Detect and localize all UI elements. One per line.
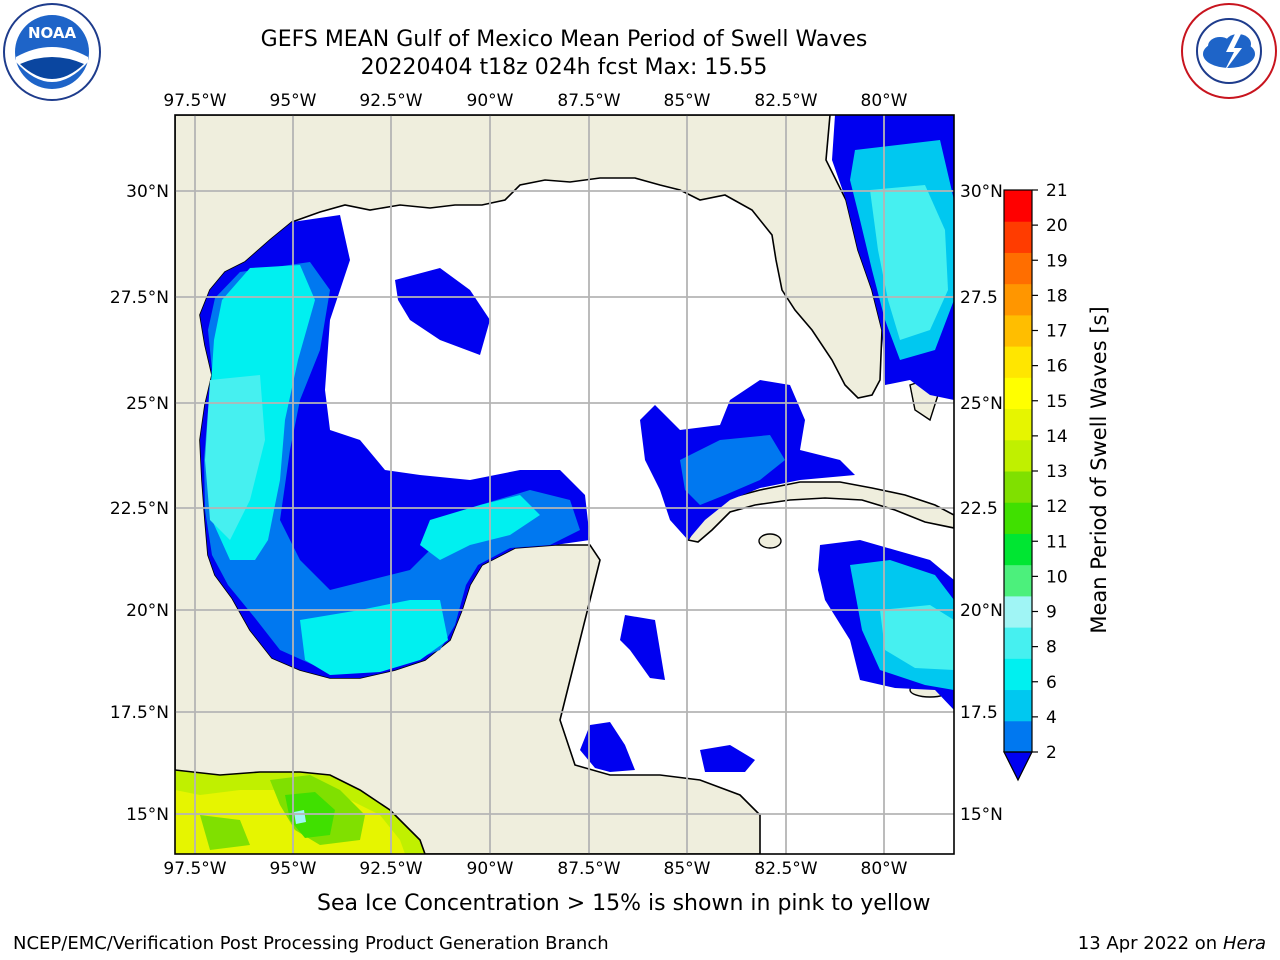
colorbar-swatch bbox=[1004, 595, 1032, 628]
lat-label-left: 27.5°N bbox=[110, 288, 169, 308]
colorbar-tick-label: 18 bbox=[1046, 286, 1068, 306]
colorbar-swatch bbox=[1004, 190, 1032, 222]
lon-label-bottom: 97.5°W bbox=[163, 859, 226, 879]
lon-label-top: 90°W bbox=[467, 91, 514, 111]
lon-label-bottom: 87.5°W bbox=[557, 859, 620, 879]
lon-labels-bottom: 97.5°W 95°W 92.5°W 90°W 87.5°W 85°W 82.5… bbox=[163, 859, 907, 879]
colorbar-swatch bbox=[1004, 533, 1032, 566]
colorbar-swatch bbox=[1004, 252, 1032, 285]
colorbar-swatch bbox=[1004, 314, 1032, 347]
colorbar-tick-label: 13 bbox=[1046, 462, 1068, 482]
lon-label-bottom: 95°W bbox=[270, 859, 317, 879]
colorbar-swatch bbox=[1004, 439, 1032, 472]
colorbar-swatch bbox=[1004, 346, 1032, 378]
footer-host: Hera bbox=[1222, 933, 1266, 954]
lat-label-right: 25°N bbox=[960, 394, 1003, 414]
colorbar-tick-label: 2 bbox=[1046, 743, 1057, 763]
colorbar-label: Mean Period of Swell Waves [s] bbox=[1087, 306, 1111, 633]
land-cuba bbox=[686, 481, 954, 543]
colorbar-swatch bbox=[1004, 502, 1032, 534]
footer-credit: NCEP/EMC/Verification Post Processing Pr… bbox=[13, 933, 609, 954]
lat-label-right: 17.5 bbox=[960, 703, 998, 723]
colorbar-tick-label: 14 bbox=[1046, 427, 1068, 447]
colorbar-swatch bbox=[1004, 720, 1032, 753]
lat-label-left: 15°N bbox=[126, 805, 169, 825]
nws-logo bbox=[1181, 3, 1277, 99]
colorbar-tick-label: 17 bbox=[1046, 322, 1068, 342]
colorbar-extend-triangle bbox=[1003, 751, 1033, 782]
colorbar-tick-label: 16 bbox=[1046, 357, 1068, 377]
noaa-logo: NOAA bbox=[3, 3, 101, 101]
lat-label-right: 27.5 bbox=[960, 288, 998, 308]
lon-label-top: 85°W bbox=[664, 91, 711, 111]
colorbar-tick-label: 9 bbox=[1046, 603, 1057, 623]
lon-labels-top: 97.5°W 95°W 92.5°W 90°W 87.5°W 85°W 82.5… bbox=[163, 91, 907, 111]
noaa-logo-text: NOAA bbox=[28, 24, 77, 42]
colorbar-tick-label: 21 bbox=[1046, 181, 1068, 201]
lat-labels-left: 30°N 27.5°N 25°N 22.5°N 20°N 17.5°N 15°N bbox=[110, 182, 169, 825]
swell-field bbox=[175, 115, 954, 854]
lat-labels-right: 30°N 27.5 25°N 22.5 20°N 17.5 15°N bbox=[960, 182, 1003, 825]
lon-label-top: 97.5°W bbox=[163, 91, 226, 111]
colorbar-tick-label: 15 bbox=[1046, 392, 1068, 412]
lat-label-right: 30°N bbox=[960, 182, 1003, 202]
sea-ice-caption: Sea Ice Concentration > 15% is shown in … bbox=[317, 891, 931, 916]
lon-label-top: 87.5°W bbox=[557, 91, 620, 111]
land-isla-juventud bbox=[758, 533, 782, 549]
lon-label-top: 95°W bbox=[270, 91, 317, 111]
colorbar: 2 4 6 8 9 10 11 12 13 14 15 16 17 18 19 20 21 bbox=[1003, 181, 1068, 782]
colorbar-tick-label: 19 bbox=[1046, 251, 1068, 271]
lon-label-bottom: 92.5°W bbox=[359, 859, 422, 879]
lon-label-top: 80°W bbox=[861, 91, 908, 111]
lat-label-left: 25°N bbox=[126, 394, 169, 414]
lon-label-bottom: 82.5°W bbox=[754, 859, 817, 879]
lat-label-right: 15°N bbox=[960, 805, 1003, 825]
colorbar-swatch bbox=[1004, 658, 1032, 691]
colorbar-tick-label: 10 bbox=[1046, 567, 1068, 587]
colorbar-swatch bbox=[1004, 377, 1032, 410]
map-subtitle: 20220404 t18z 024h fcst Max: 15.55 bbox=[360, 55, 768, 80]
colorbar-tick-label: 12 bbox=[1046, 497, 1068, 517]
graticule bbox=[175, 115, 954, 854]
colorbar-swatch bbox=[1004, 689, 1032, 722]
lon-label-bottom: 90°W bbox=[467, 859, 514, 879]
map-panel bbox=[175, 115, 954, 854]
colorbar-tick-label: 11 bbox=[1046, 532, 1068, 552]
colorbar-tick-label: 4 bbox=[1046, 708, 1057, 728]
footer-date-text: 13 Apr 2022 on bbox=[1077, 933, 1223, 954]
colorbar-tick-label: 20 bbox=[1046, 216, 1068, 236]
footer-date: 13 Apr 2022 on Hera bbox=[1078, 933, 1266, 954]
lat-label-right: 20°N bbox=[960, 601, 1003, 621]
colorbar-tick-label: 6 bbox=[1046, 673, 1057, 693]
lon-label-top: 92.5°W bbox=[359, 91, 422, 111]
lon-label-bottom: 80°W bbox=[861, 859, 908, 879]
map-frame bbox=[174, 114, 955, 855]
colorbar-swatch bbox=[1004, 221, 1032, 253]
lat-label-left: 20°N bbox=[126, 601, 169, 621]
lat-label-left: 17.5°N bbox=[110, 703, 169, 723]
colorbar-swatch bbox=[1004, 564, 1032, 597]
lat-label-left: 30°N bbox=[126, 182, 169, 202]
coastline-pacific bbox=[175, 769, 426, 854]
lon-label-bottom: 85°W bbox=[664, 859, 711, 879]
colorbar-tick-label: 8 bbox=[1046, 638, 1057, 658]
colorbar-swatch bbox=[1004, 283, 1032, 316]
lat-label-right: 22.5 bbox=[960, 499, 998, 519]
lon-label-top: 82.5°W bbox=[754, 91, 817, 111]
lat-label-left: 22.5°N bbox=[110, 499, 169, 519]
colorbar-swatch bbox=[1004, 408, 1032, 441]
map-title: GEFS MEAN Gulf of Mexico Mean Period of … bbox=[260, 27, 868, 52]
colorbar-swatch bbox=[1004, 471, 1032, 503]
colorbar-swatch bbox=[1004, 627, 1032, 659]
